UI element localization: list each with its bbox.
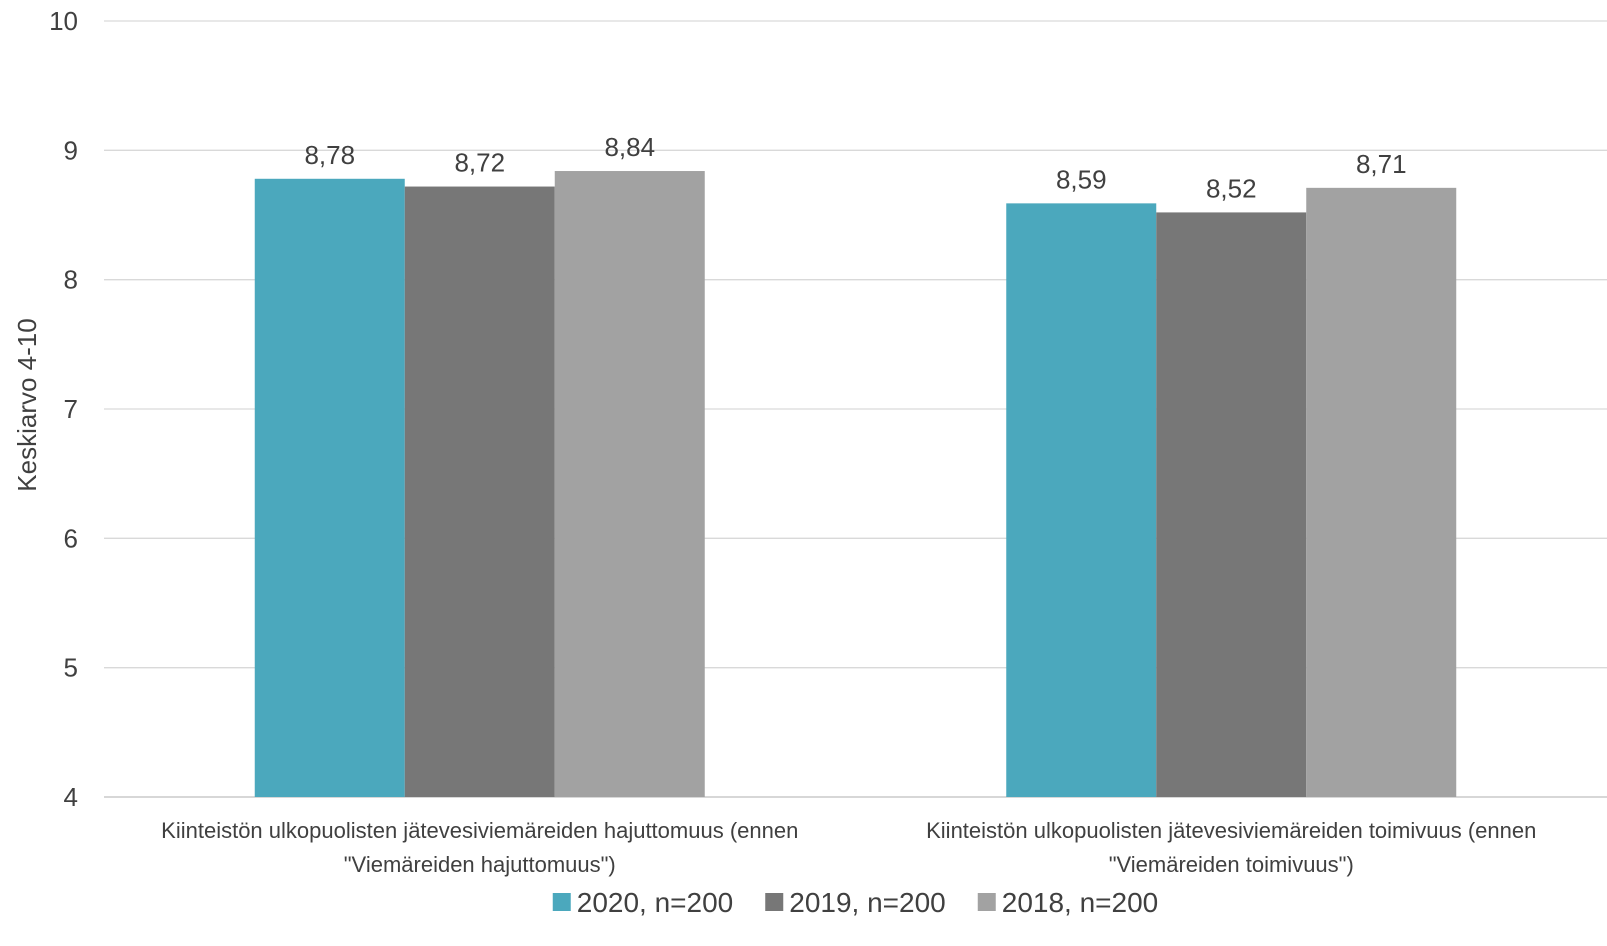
value-labels: 8,78 8,72 8,84 8,59 8,52 8,71 [304,132,1406,203]
bar [1006,203,1157,798]
x-tick-label: "Viemäreiden hajuttomuus") [344,852,616,877]
legend-swatch [552,893,571,911]
bar [1156,212,1307,797]
bars [254,171,1457,798]
legend: 2020, n=200 2019, n=200 2018, n=200 [552,887,1159,918]
legend-swatch [977,893,996,911]
legend-label: 2018, n=200 [1002,887,1159,918]
data-label: 8,71 [1356,149,1407,179]
bar [254,178,405,797]
y-tick-label: 7 [64,394,78,424]
legend-label: 2019, n=200 [789,887,946,918]
data-label: 8,84 [604,132,655,162]
legend-label: 2020, n=200 [577,887,734,918]
y-axis-ticks: 4 5 6 7 8 9 10 [49,6,78,812]
x-tick-label: Kiinteistön ulkopuolisten jätevesiviemär… [926,818,1536,843]
y-tick-label: 5 [64,653,78,683]
x-tick-label: Kiinteistön ulkopuolisten jätevesiviemär… [161,818,798,843]
data-label: 8,59 [1056,164,1107,194]
legend-swatch [765,893,784,911]
y-tick-label: 10 [49,6,78,36]
y-tick-label: 9 [64,135,78,165]
y-tick-label: 4 [64,782,78,812]
y-tick-label: 6 [64,523,78,553]
category-labels: Kiinteistön ulkopuolisten jätevesiviemär… [161,818,1536,877]
bar [554,171,705,797]
y-tick-label: 8 [64,265,78,295]
data-label: 8,72 [454,148,505,178]
x-tick-label: "Viemäreiden toimivuus") [1109,852,1354,877]
bar [404,186,555,798]
bar [1306,187,1457,798]
y-axis-title: Keskiarvo 4-10 [12,318,42,491]
data-label: 8,52 [1206,173,1257,203]
data-label: 8,78 [304,140,355,170]
